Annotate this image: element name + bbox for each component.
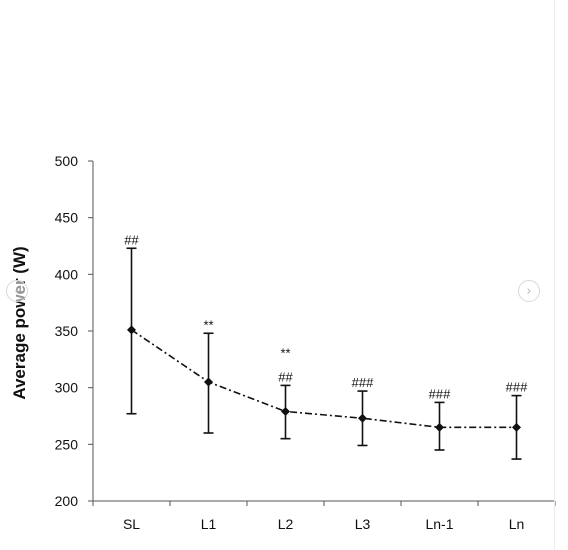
significance-label: **	[280, 345, 290, 360]
data-point	[435, 422, 444, 432]
data-point	[127, 325, 136, 335]
next-button[interactable]: ›	[518, 280, 540, 302]
y-axis-label: Average power (W)	[10, 246, 29, 399]
y-tick-label: 250	[55, 436, 79, 452]
y-tick-label: 200	[55, 493, 79, 509]
series-line	[131, 329, 517, 429]
x-tick-label: L3	[355, 516, 371, 532]
x-tick-label: L1	[201, 516, 217, 532]
series	[126, 247, 522, 460]
significance-label: **	[203, 317, 213, 332]
x-tick-label: Ln	[509, 516, 525, 532]
significance-label: ###	[506, 380, 528, 395]
y-tick-label: 400	[55, 266, 79, 282]
y-tick-label: 450	[55, 210, 79, 226]
annotations: ##****## ###### ###	[124, 232, 528, 401]
data-point	[204, 377, 213, 387]
x-tick-label: Ln-1	[425, 516, 453, 532]
y-tick-label: 350	[55, 323, 79, 339]
previous-button[interactable]: ‹	[6, 280, 28, 302]
axes	[88, 160, 556, 506]
data-point	[358, 413, 367, 423]
y-tick-label: 500	[55, 153, 79, 169]
x-tick-label: L2	[278, 516, 294, 532]
page-edge-divider	[554, 0, 555, 550]
significance-label: ###	[352, 375, 374, 390]
significance-label: ##	[278, 369, 293, 384]
chevron-left-icon: ‹	[14, 283, 20, 299]
significance-label: ##	[124, 232, 139, 247]
chevron-right-icon: ›	[526, 283, 532, 299]
data-point	[512, 422, 521, 432]
x-tick-label: SL	[123, 516, 140, 532]
significance-label: ###	[429, 386, 451, 401]
data-point	[281, 406, 290, 416]
y-tick-label: 300	[55, 380, 79, 396]
tick-labels: 200 250 300 350 400 450 500 SL L1 L2 L3 Ln-1 Ln	[55, 153, 525, 532]
